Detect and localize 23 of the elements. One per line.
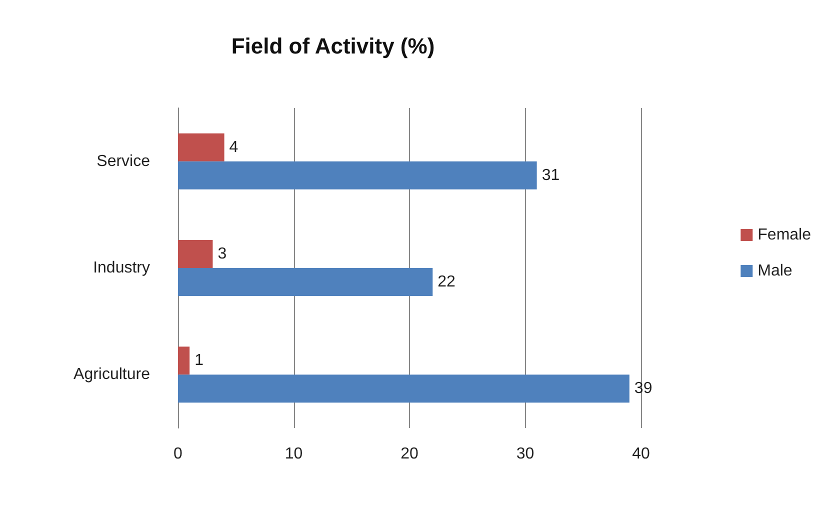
data-label: 1	[194, 352, 204, 370]
data-label: 3	[218, 246, 227, 262]
data-label: 31	[542, 166, 560, 184]
x-tick-label: 30	[516, 446, 534, 462]
legend-label: Male	[758, 262, 792, 280]
x-tick-label: 20	[400, 446, 418, 462]
x-tick-label: 10	[284, 446, 303, 462]
chart-title: Field of Activity (%)	[231, 34, 435, 58]
bar	[178, 161, 537, 190]
legend-label: Female	[758, 226, 812, 244]
bar	[178, 268, 433, 296]
y-tick-label: Industry	[93, 260, 150, 276]
data-label: 39	[634, 380, 652, 398]
bar	[178, 374, 630, 403]
y-tick-label: Agriculture	[74, 366, 150, 384]
data-label: 4	[229, 138, 238, 156]
bar	[178, 346, 190, 375]
bar	[178, 240, 213, 268]
x-tick-label: 40	[632, 446, 650, 462]
y-tick-label: Service	[96, 152, 150, 170]
x-tick-label: 0	[174, 446, 183, 462]
data-label: 22	[438, 274, 456, 290]
bar	[178, 133, 224, 162]
